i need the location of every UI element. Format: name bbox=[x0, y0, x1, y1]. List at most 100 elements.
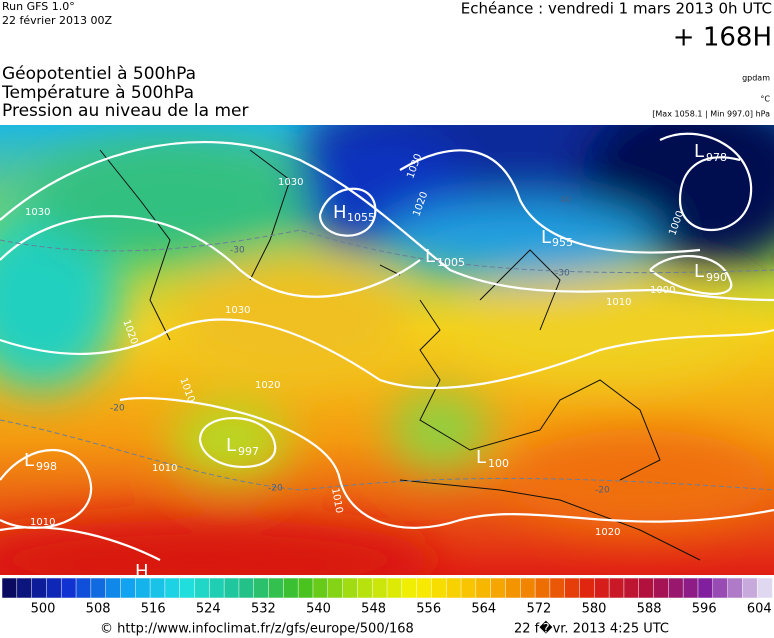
colorbar-label: 540 bbox=[306, 602, 331, 617]
color-swatch bbox=[1, 577, 18, 599]
color-swatch bbox=[623, 577, 640, 599]
isotherm-label: 40 bbox=[560, 196, 572, 206]
color-swatch bbox=[549, 577, 566, 599]
center-letter: L bbox=[425, 246, 435, 267]
center-labels: H 1055 L 1005 L 955 L 978 L 990 L 997 L 998 L 10… bbox=[24, 141, 727, 582]
valid-time: Echéance : vendredi 1 mars 2013 0h UTC bbox=[461, 0, 772, 18]
colorbar: 500 508 516 524 532 540 548 556 564 572 580 588 596 6… bbox=[1, 577, 773, 617]
center-value: 990 bbox=[706, 271, 727, 284]
color-swatch bbox=[268, 577, 285, 599]
isotherm-label: -20 bbox=[595, 486, 610, 496]
timestamp: 22 f�vr. 2013 4:25 UTC bbox=[514, 620, 669, 637]
color-swatch bbox=[105, 577, 122, 599]
color-swatch bbox=[149, 577, 166, 599]
color-swatch bbox=[534, 577, 551, 599]
color-swatch bbox=[90, 577, 107, 599]
color-swatch bbox=[505, 577, 522, 599]
color-swatch bbox=[253, 577, 270, 599]
color-swatch bbox=[223, 577, 240, 599]
colorbar-label: 508 bbox=[86, 602, 111, 617]
colorbar-label: 524 bbox=[196, 602, 221, 617]
color-swatch bbox=[756, 577, 773, 599]
map: H 1055 L 1005 L 955 L 978 L 990 L 997 L 998 L 10… bbox=[0, 125, 774, 582]
isotherm-label: -30 bbox=[555, 269, 570, 279]
center-value: 1005 bbox=[437, 256, 465, 269]
center-letter: L bbox=[541, 227, 551, 248]
center-value: 1055 bbox=[347, 211, 375, 224]
center-letter: L bbox=[24, 450, 34, 471]
isobar-label: 1000 bbox=[650, 285, 675, 296]
color-swatch bbox=[209, 577, 225, 599]
color-swatch bbox=[445, 577, 462, 599]
colorbar-label: 564 bbox=[471, 602, 496, 617]
run: Run GFS 1.0° bbox=[2, 0, 75, 13]
isotherm-label: -20 bbox=[110, 404, 125, 414]
source: © http://www.infoclimat.fr/z/gfs/europe/… bbox=[100, 622, 414, 637]
isobar-label: 1020 bbox=[595, 527, 620, 538]
color-swatch bbox=[357, 577, 373, 599]
isotherm-labels: -30 -30 -20 -20 -20 40 bbox=[110, 196, 610, 496]
color-swatch bbox=[682, 577, 699, 599]
field: Géopotentiel à 500hPa bbox=[2, 64, 196, 84]
colorbar-label: 556 bbox=[416, 602, 441, 617]
isotherm-label: -30 bbox=[230, 246, 245, 256]
isobar-label: 1030 bbox=[25, 207, 50, 218]
color-swatch bbox=[401, 577, 418, 599]
color-swatch bbox=[179, 577, 196, 599]
colorbar-label: 532 bbox=[251, 602, 276, 617]
run-date: 22 février 2013 00Z bbox=[2, 14, 112, 27]
footer: © http://www.infoclimat.fr/z/gfs/europe/… bbox=[100, 620, 669, 637]
color-swatch bbox=[712, 577, 729, 599]
colorbar-label: 604 bbox=[747, 602, 772, 617]
color-swatch bbox=[475, 577, 492, 599]
color-swatch bbox=[416, 577, 433, 599]
unit: [Max 1058.1 | Min 997.0] hPa bbox=[652, 110, 770, 119]
color-swatch bbox=[697, 577, 714, 599]
color-swatch bbox=[727, 577, 744, 599]
field: Pression au niveau de la mer bbox=[2, 101, 248, 121]
isobar-label: 1010 bbox=[30, 517, 55, 528]
isobar-label: 1010 bbox=[329, 487, 344, 514]
color-swatch bbox=[594, 577, 610, 599]
center-letter: L bbox=[226, 435, 236, 456]
unit: gpdam bbox=[742, 74, 770, 83]
color-swatch bbox=[653, 577, 670, 599]
lead-time: + 168H bbox=[673, 23, 772, 53]
color-swatch bbox=[327, 577, 344, 599]
unit: °C bbox=[760, 95, 770, 104]
color-swatch bbox=[520, 577, 536, 599]
color-swatch bbox=[164, 577, 181, 599]
color-swatch bbox=[60, 577, 77, 599]
center-letter: H bbox=[333, 202, 347, 223]
center-value: 100 bbox=[488, 457, 509, 470]
center-value: 997 bbox=[238, 445, 259, 458]
center-value: 955 bbox=[552, 236, 573, 249]
color-swatch bbox=[371, 577, 388, 599]
center-value: 998 bbox=[36, 460, 57, 473]
center-letter: H bbox=[135, 561, 149, 582]
colorbar-label: 516 bbox=[141, 602, 166, 617]
color-swatch bbox=[297, 577, 314, 599]
color-swatch bbox=[668, 577, 684, 599]
color-swatch bbox=[342, 577, 359, 599]
center-letter: L bbox=[694, 261, 704, 282]
color-swatch bbox=[75, 577, 92, 599]
center-value: 978 bbox=[706, 151, 727, 164]
color-swatch bbox=[46, 577, 62, 599]
color-swatch bbox=[638, 577, 655, 599]
color-swatch bbox=[194, 577, 211, 599]
color-swatch bbox=[579, 577, 596, 599]
isobar-label: 1030 bbox=[278, 177, 303, 188]
field: Température à 500hPa bbox=[1, 83, 194, 103]
color-swatch bbox=[564, 577, 581, 599]
colorbar-label: 580 bbox=[582, 602, 607, 617]
color-swatch bbox=[608, 577, 625, 599]
color-swatch bbox=[283, 577, 299, 599]
center-letter: L bbox=[694, 141, 704, 162]
color-swatch bbox=[31, 577, 48, 599]
colorbar-label: 572 bbox=[526, 602, 551, 617]
header: Run GFS 1.0° 22 février 2013 00Z Echéanc… bbox=[1, 0, 772, 121]
color-swatch bbox=[120, 577, 137, 599]
isobar-label: 1030 bbox=[225, 305, 250, 316]
